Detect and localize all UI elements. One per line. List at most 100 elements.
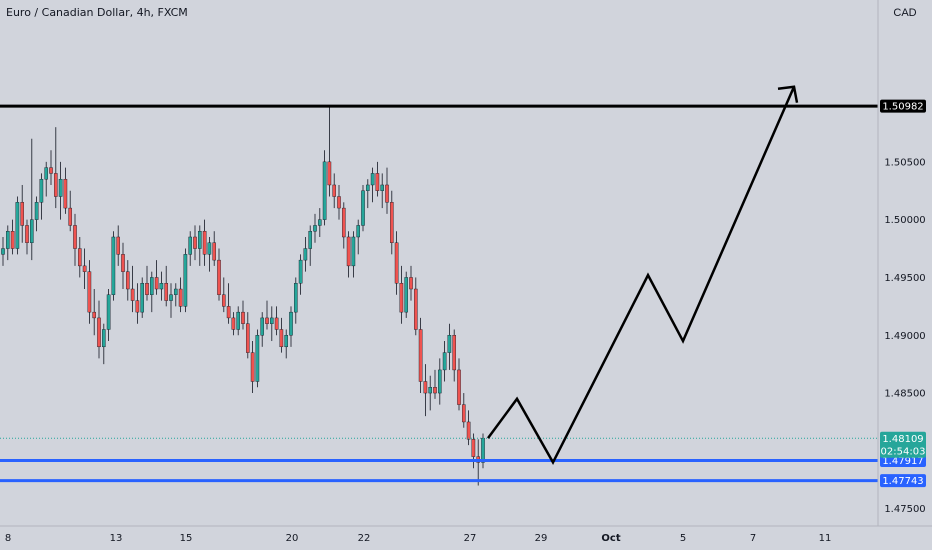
candle <box>327 106 332 197</box>
candle-body <box>44 167 48 180</box>
candle <box>414 277 418 336</box>
candle-body <box>318 219 322 226</box>
time-tick-label: 15 <box>180 533 193 544</box>
candle-body <box>135 300 140 313</box>
candle-body <box>409 277 413 290</box>
candle-body <box>169 294 173 301</box>
candle-body <box>15 202 20 249</box>
candle <box>63 167 68 214</box>
candle-body <box>447 335 452 353</box>
candle-body <box>332 184 337 197</box>
candle <box>241 300 245 330</box>
candle <box>337 184 341 220</box>
time-tick-label: 29 <box>535 533 548 544</box>
candle-body <box>193 236 197 249</box>
candle <box>140 277 145 318</box>
candle-body <box>433 387 437 394</box>
candle <box>265 300 269 330</box>
candle <box>245 312 250 359</box>
candle <box>34 196 39 232</box>
candle <box>260 312 265 347</box>
candle <box>92 289 96 336</box>
candle-body <box>361 190 365 226</box>
candle <box>193 225 197 261</box>
candle <box>231 312 236 336</box>
candle-body <box>10 231 15 249</box>
candle-body <box>385 184 389 203</box>
candle-body <box>149 277 154 295</box>
candle <box>54 127 58 209</box>
candle <box>121 242 125 290</box>
candle-body <box>399 283 404 313</box>
candle-body <box>279 329 284 348</box>
candle <box>130 265 135 313</box>
price-tick-label: 1.47500 <box>884 504 925 515</box>
candle-body <box>164 283 169 301</box>
candle-body <box>231 317 236 330</box>
candle-body <box>1 248 5 255</box>
candle-body <box>197 231 202 249</box>
candle <box>370 167 375 203</box>
candle <box>380 173 385 209</box>
candle <box>217 248 221 301</box>
price-axis[interactable]: 1.47500 1.48500 1.49000 1.49500 1.50000 1.505… <box>884 157 925 515</box>
candle <box>457 358 461 411</box>
candle <box>409 265 413 301</box>
time-tick-label: Oct <box>601 533 620 544</box>
candle <box>390 190 394 255</box>
candle-body <box>366 184 370 191</box>
svg-text:1.50982: 1.50982 <box>882 102 923 113</box>
candle-body <box>5 231 10 249</box>
candle <box>313 213 317 243</box>
candle <box>44 161 48 197</box>
candle <box>164 265 169 307</box>
candle-body <box>418 329 423 382</box>
price-tick-label: 1.50500 <box>884 157 925 168</box>
candle-body <box>308 231 313 249</box>
candle <box>447 323 452 370</box>
time-tick-label: 7 <box>750 533 756 544</box>
candle <box>135 283 140 324</box>
candle-body <box>82 265 87 272</box>
candle <box>442 341 447 382</box>
projection-path <box>486 85 799 466</box>
candle-body <box>289 311 293 336</box>
candle-body <box>30 219 34 243</box>
projection-line[interactable] <box>486 86 796 466</box>
candle <box>183 248 188 313</box>
candle-body <box>20 202 25 226</box>
candle <box>255 329 260 388</box>
candle-body <box>342 207 346 238</box>
candle <box>97 300 101 359</box>
candle-body <box>404 277 409 313</box>
candle <box>25 219 29 255</box>
candle-body <box>442 352 447 371</box>
price-tick-label: 1.49000 <box>884 331 925 342</box>
candle-body <box>375 173 380 191</box>
candle <box>15 196 20 255</box>
candle-body <box>274 317 279 330</box>
candle-body <box>414 288 418 330</box>
candle <box>30 138 34 261</box>
candle <box>77 236 82 278</box>
candle <box>149 271 154 313</box>
candle-body <box>294 283 298 313</box>
time-tick-label: 20 <box>286 533 299 544</box>
svg-text:1.47743: 1.47743 <box>882 476 923 487</box>
candle-body <box>471 439 476 457</box>
candle <box>178 277 183 313</box>
candle <box>73 213 77 266</box>
candle <box>322 150 327 226</box>
candle-body <box>245 323 250 353</box>
time-axis[interactable]: 8 13 15 20 22 27 29 Oct 5 7 11 <box>5 533 832 544</box>
candle-body <box>58 178 63 197</box>
candle-body <box>87 271 92 313</box>
candle-body <box>202 231 207 255</box>
candle-body <box>327 161 332 186</box>
candle <box>159 271 164 301</box>
candle-body <box>394 242 399 284</box>
